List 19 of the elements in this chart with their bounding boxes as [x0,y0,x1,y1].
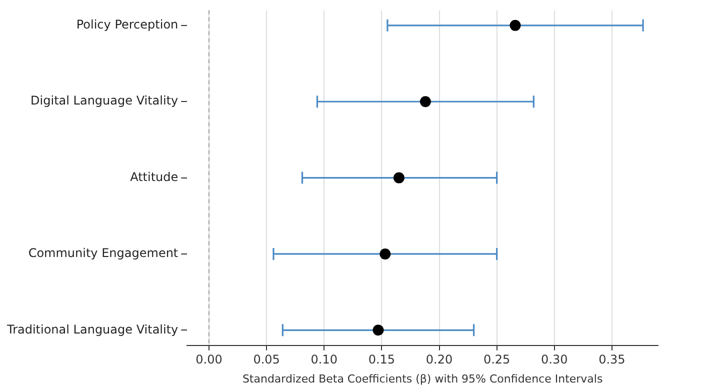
x-tick-label: 0.05 [253,352,280,367]
x-axis-title: Standardized Beta Coefficients (β) with 95% Confidence Intervals [242,372,603,386]
y-tick-label: Digital Language Vitality [30,94,178,108]
x-tick-label: 0.10 [310,352,338,367]
x-tick-label: 0.20 [426,352,453,367]
x-tick-label: 0.00 [196,352,222,367]
x-tick-label: 0.35 [598,352,626,367]
point [372,324,384,336]
y-tick-label: Attitude [130,170,178,184]
y-tick-label: Policy Perception [76,18,178,32]
point [380,248,391,260]
point [393,172,404,184]
x-tick-label: 0.25 [483,352,510,367]
x-tick-label: 0.15 [368,352,396,367]
y-tick-label: Community Engagement [28,246,178,260]
point [420,96,431,108]
x-tick-label: 0.30 [541,352,568,367]
point [510,20,521,31]
y-tick-label: Traditional Language Vitality [6,322,178,336]
